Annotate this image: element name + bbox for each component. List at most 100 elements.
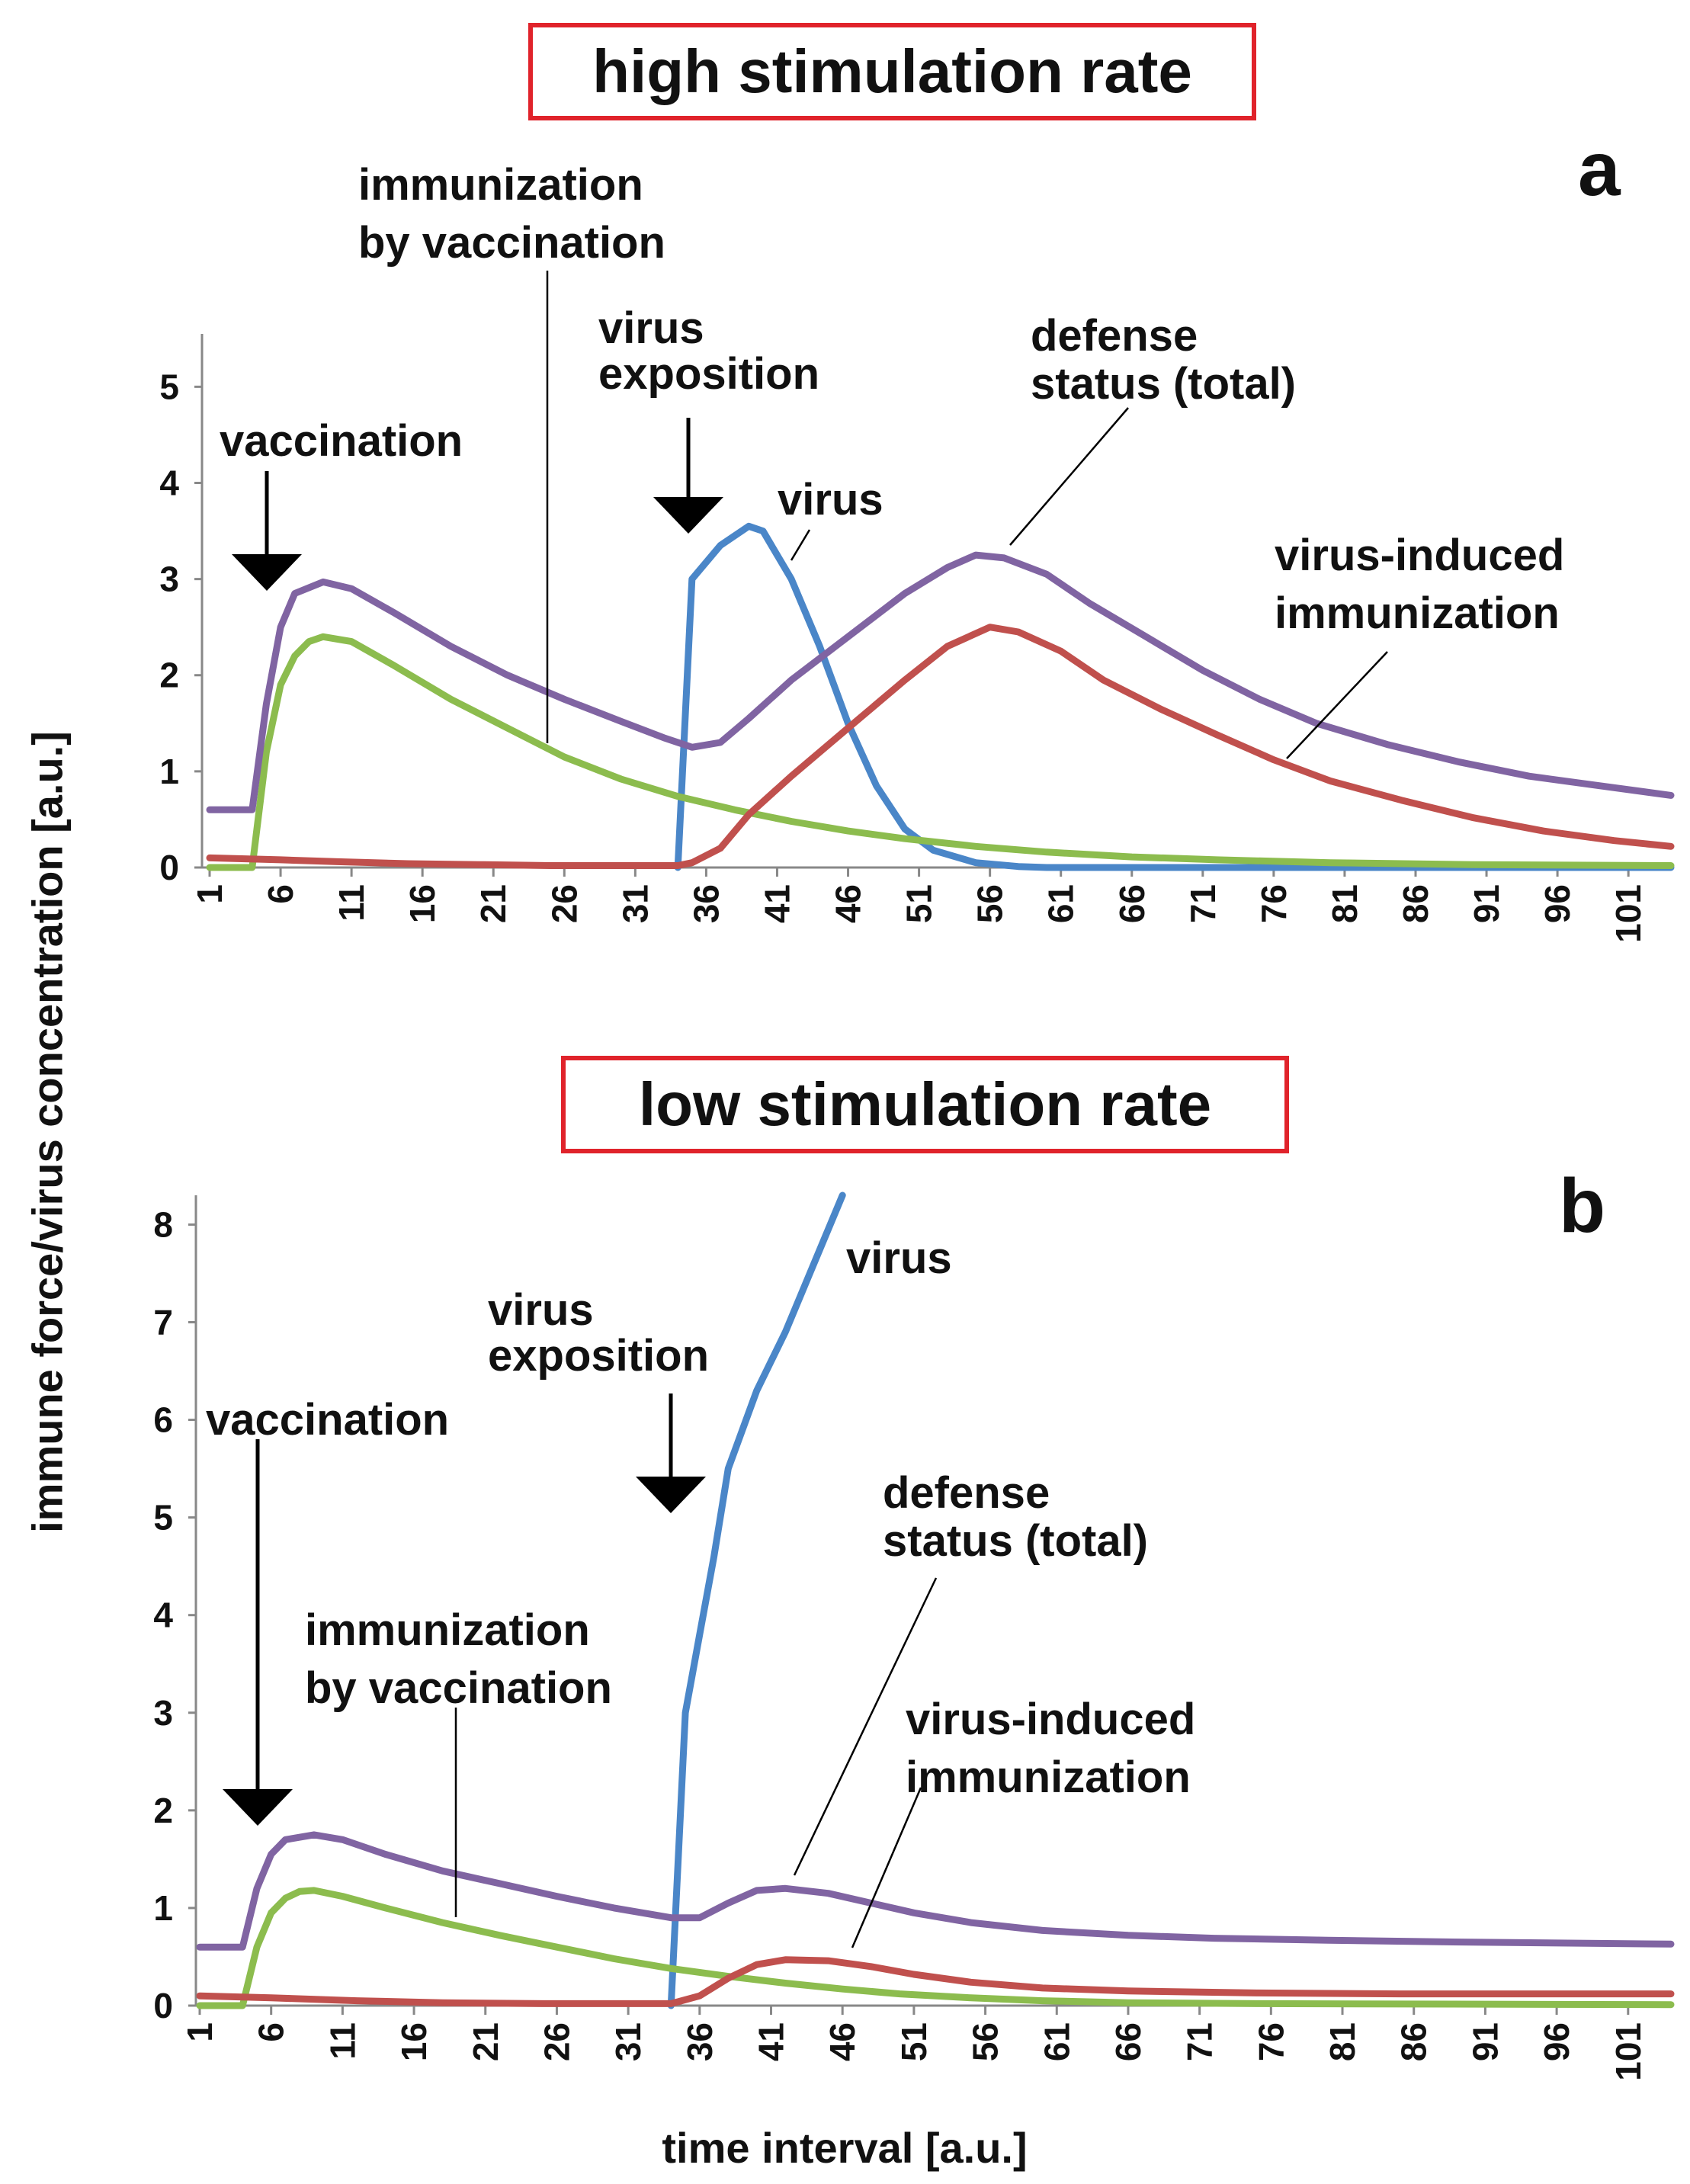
chart-b-annotation-line: immunization [305, 1605, 590, 1655]
chart-b-x-tick-label: 26 [537, 2022, 576, 2061]
chart-a-y-tick-label: 2 [159, 656, 179, 695]
chart-b-y-tick-label: 4 [153, 1596, 173, 1635]
chart-a-y-tick-label: 3 [159, 560, 179, 599]
chart-a-annotation-line: virus [778, 475, 883, 524]
chart-a-x-tick-label: 56 [970, 884, 1010, 923]
chart-b-x-tick-label: 101 [1608, 2022, 1648, 2081]
chart-b-annotation-virus_exposition: virus exposition [488, 1285, 709, 1381]
chart-a-annotation-line: virus [598, 303, 704, 353]
chart-a-annotation-line: immunization [1275, 588, 1560, 638]
chart-b-annotation-line: exposition [488, 1331, 709, 1381]
chart-b-arrow-head [636, 1477, 706, 1513]
chart-a-x-tick-label: 16 [402, 884, 442, 923]
chart-a-title: high stimulation rate [528, 23, 1256, 120]
chart-b-x-tick-label: 81 [1323, 2022, 1362, 2061]
chart-b-x-tick-label: 96 [1537, 2022, 1576, 2061]
chart-b-panel-letter: b [1559, 1163, 1606, 1249]
chart-a-x-tick-label: 96 [1538, 884, 1577, 923]
chart-b-annotation-immunization_vacc: immunization by vaccination [305, 1605, 612, 1713]
x-axis-label: time interval [a.u.] [662, 2124, 1028, 2172]
chart-b-x-tick-label: 11 [322, 2022, 362, 2060]
chart-a-y-tick-label: 4 [159, 463, 179, 502]
chart-b-x-tick-label: 31 [608, 2022, 648, 2061]
chart-b-title: low stimulation rate [561, 1056, 1289, 1153]
chart-a-x-tick-label: 71 [1183, 884, 1223, 923]
chart-a-annotation-line: immunization [358, 160, 643, 210]
chart-a-annotation-line: virus-induced [1275, 531, 1564, 580]
chart-b-annotation-vaccination: vaccination [206, 1395, 449, 1445]
chart-b-series-immunization-by-vaccination [196, 1887, 1675, 2009]
chart-b-x-tick-label: 51 [894, 2022, 934, 2061]
chart-b-x-tick-label: 6 [252, 2022, 291, 2042]
chart-b-series-virus [667, 1191, 846, 2009]
chart-b-x-tick-label: 71 [1180, 2022, 1220, 2061]
chart-a-annotation-line: defense [1031, 311, 1198, 361]
chart-a-arrow-head [232, 554, 302, 591]
chart-b-annotation-line: virus [488, 1285, 594, 1335]
chart-a-annotation-line: by vaccination [358, 218, 665, 268]
chart-a-series-defense-status-total- [206, 551, 1675, 813]
chart-b-x-tick-label: 21 [466, 2022, 505, 2061]
chart-a-x-tick-label: 11 [332, 884, 371, 922]
chart-b-y-tick-label: 2 [153, 1791, 173, 1830]
chart-a-x-tick-label: 6 [261, 884, 300, 904]
chart-a-annotation-line: exposition [598, 349, 819, 399]
chart-b-y-tick-label: 6 [153, 1400, 173, 1440]
chart-a-annotation-defense_status: defense status (total) [1031, 311, 1296, 409]
chart-b-x-tick-label: 66 [1108, 2022, 1148, 2061]
chart-a-x-tick-label: 86 [1396, 884, 1435, 923]
chart-a-annotation-virus_label: virus [778, 475, 883, 524]
chart-a-x-tick-label: 36 [686, 884, 726, 923]
chart-a-annotation-line: status (total) [1031, 359, 1296, 409]
chart-a-panel-letter: a [1578, 127, 1621, 212]
chart-a-x-tick-label: 31 [615, 884, 655, 923]
chart-a-x-tick-label: 1 [190, 884, 229, 904]
chart-b-annotation-line: virus-induced [906, 1695, 1195, 1744]
chart-a-annotation-immunization_vacc: immunization by vaccination [358, 160, 665, 268]
chart-a-x-tick-label: 21 [473, 884, 513, 923]
chart-a-y-tick-label: 1 [159, 752, 179, 791]
chart-a-x-tick-label: 76 [1254, 884, 1294, 923]
chart-b-annotation-virus_label: virus [846, 1233, 952, 1283]
chart-b-annotation-line: immunization [906, 1753, 1191, 1802]
chart-b-annotation-defense_status: defense status (total) [883, 1468, 1148, 1566]
chart-a-annotation-vaccination: vaccination [220, 416, 463, 466]
chart-a-arrow-head [653, 497, 723, 534]
chart-b-x-tick-label: 86 [1394, 2022, 1434, 2061]
chart-b-x-tick-label: 36 [680, 2022, 720, 2061]
chart-a-series-virus [674, 522, 1675, 871]
chart-b-leader-line [851, 1787, 922, 1948]
chart-b-y-tick-label: 3 [153, 1693, 173, 1733]
chart-b-arrow-head [223, 1789, 293, 1826]
chart-b-series-defense-status-total- [196, 1831, 1675, 1951]
chart-a-annotation-virus_exposition: virus exposition [598, 303, 819, 399]
chart-a-x-tick-label: 66 [1112, 884, 1152, 923]
chart-b-x-tick-label: 46 [823, 2022, 862, 2061]
chart-b-annotation-virus_induced: virus-induced immunization [906, 1695, 1195, 1802]
chart-b-annotation-line: virus [846, 1233, 952, 1283]
chart-a-x-tick-label: 101 [1608, 884, 1648, 943]
chart-b-x-tick-label: 56 [966, 2022, 1005, 2061]
chart-a-series-virus-induced-immunization [206, 624, 1675, 869]
chart-a-x-tick-label: 51 [900, 884, 939, 923]
chart-a-x-tick-label: 41 [757, 884, 797, 923]
chart-b-x-tick-label: 16 [394, 2022, 434, 2061]
chart-b-series-virus-induced-immunization [196, 1956, 1675, 2007]
chart-a-x-tick-label: 46 [829, 884, 868, 923]
chart-b-annotation-line: defense [883, 1468, 1050, 1518]
chart-a-leader-line [1009, 407, 1129, 546]
chart-a-x-tick-label: 26 [544, 884, 584, 923]
chart-a-y-tick-label: 0 [159, 848, 179, 887]
chart-b-x-tick-label: 91 [1465, 2022, 1505, 2061]
chart-b-y-tick-label: 5 [153, 1498, 173, 1538]
chart-b-x-tick-label: 61 [1037, 2022, 1076, 2061]
chart-a-series-immunization-by-vaccination [206, 633, 1675, 871]
chart-a-leader-line [790, 529, 811, 561]
chart-b-leader-line [793, 1577, 938, 1876]
chart-b-y-tick-label: 7 [153, 1302, 173, 1342]
chart-a-x-tick-label: 81 [1325, 884, 1365, 923]
chart-a-y-tick-label: 5 [159, 367, 179, 406]
